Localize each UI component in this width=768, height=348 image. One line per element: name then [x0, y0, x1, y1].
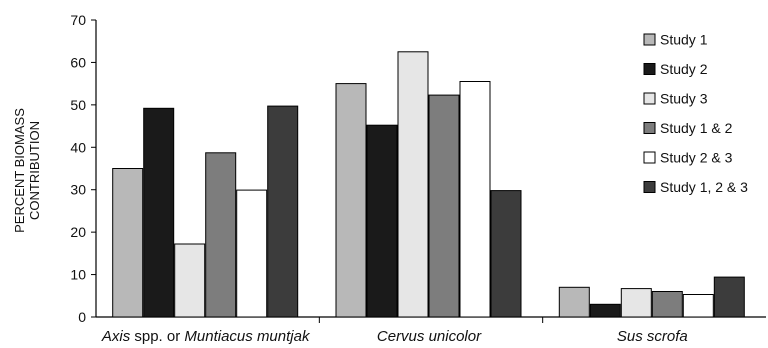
y-tick-label: 40: [70, 139, 86, 155]
bar: [335, 83, 367, 318]
legend-label: Study 3: [660, 91, 708, 107]
y-axis-title-line: CONTRIBUTION: [27, 121, 42, 220]
bar: [143, 107, 175, 318]
bar: [651, 291, 683, 318]
legend-label: Study 2 & 3: [660, 150, 733, 166]
legend-label: Study 2: [660, 61, 708, 77]
bar: [366, 124, 398, 318]
y-tick-label: 60: [70, 54, 86, 70]
y-tick-label: 70: [70, 12, 86, 28]
legend-label: Study 1 & 2: [660, 120, 733, 136]
legend-swatch: [643, 63, 656, 75]
legend-swatch: [643, 151, 656, 164]
bar: [267, 105, 299, 318]
y-tick-label: 30: [70, 182, 86, 198]
bar: [682, 294, 714, 318]
x-category-label: Axis spp. or Muntiacus muntjak: [101, 328, 311, 345]
bar: [112, 168, 144, 318]
x-axis-labels: Axis spp. or Muntiacus muntjak Cervus uni…: [101, 328, 688, 345]
bars: [112, 51, 745, 318]
bar: [490, 190, 522, 318]
y-axis-title-line: PERCENT BIOMASS: [12, 108, 27, 233]
legend-label: Study 1: [660, 32, 708, 48]
legend: Study 1 Study 2 Study 3 Study 1 & 2 Study 2 …: [643, 32, 748, 195]
x-category-label: Cervus unicolor: [377, 328, 482, 345]
y-tick-label: 10: [70, 267, 86, 283]
bar: [713, 276, 745, 318]
bar: [174, 243, 206, 318]
x-category-label: Sus scrofa: [617, 328, 688, 345]
y-tick-label: 50: [70, 97, 86, 113]
bar: [236, 189, 268, 318]
y-axis-title: PERCENT BIOMASS CONTRIBUTION: [12, 108, 42, 233]
bar: [589, 303, 621, 318]
bar: [205, 152, 237, 318]
legend-swatch: [643, 181, 656, 193]
bar: [620, 288, 652, 318]
y-tick-label: 0: [78, 309, 86, 325]
bar: [428, 94, 460, 318]
legend-swatch: [643, 122, 656, 134]
bar: [459, 81, 491, 318]
legend-label: Study 1, 2 & 3: [660, 179, 748, 195]
legend-swatch: [643, 33, 656, 46]
legend-swatch: [643, 92, 656, 105]
y-tick-label: 20: [70, 224, 86, 240]
bar: [558, 286, 590, 318]
bar: [397, 51, 429, 318]
